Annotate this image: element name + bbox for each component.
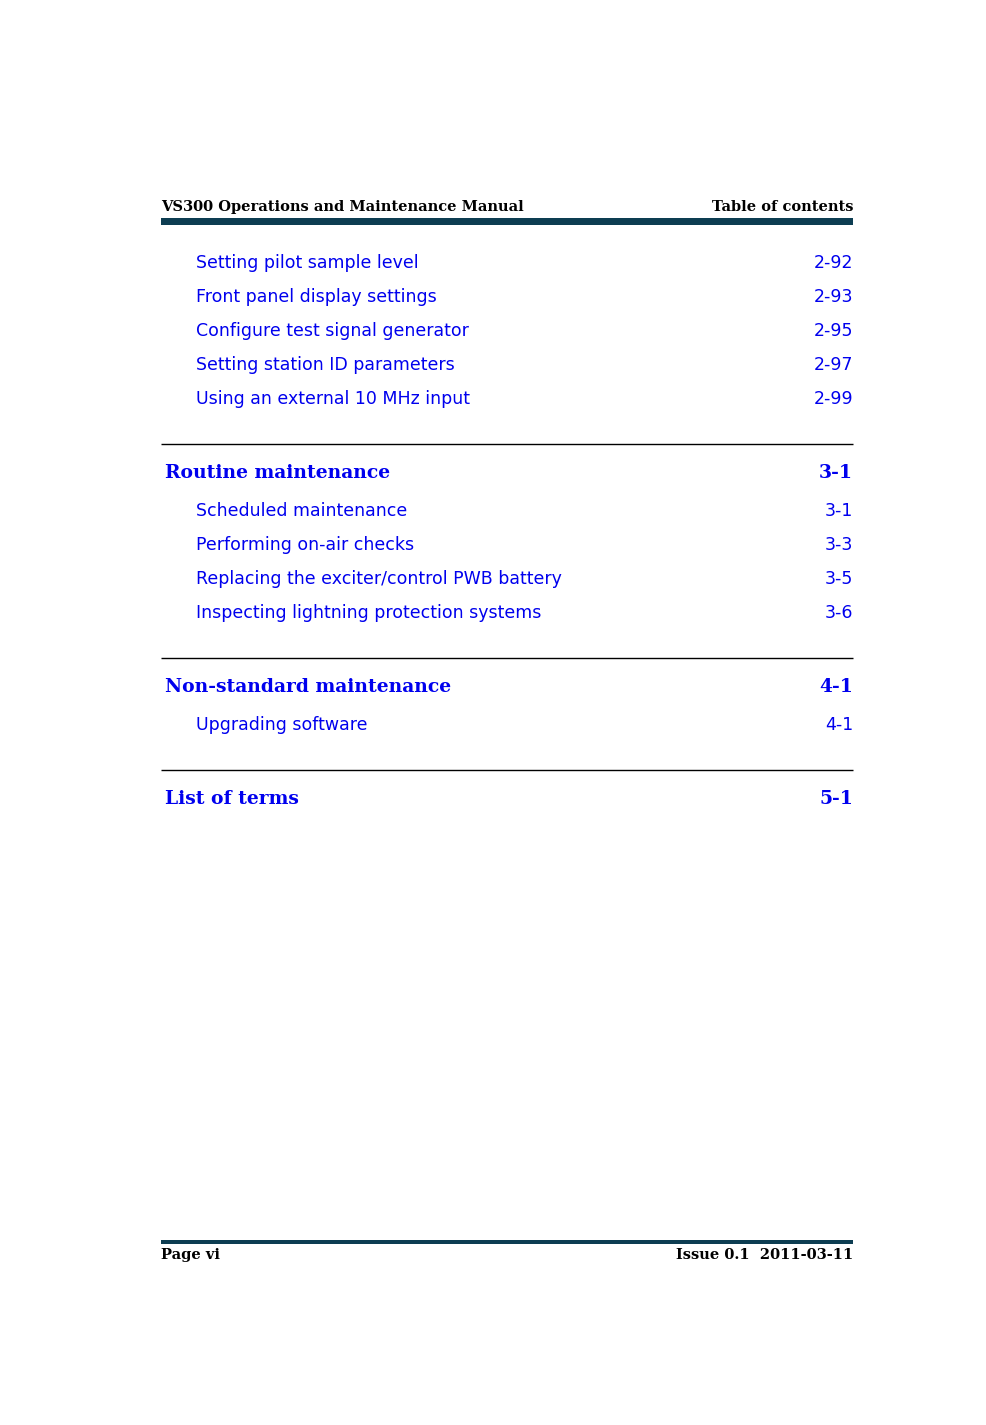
Text: 3-3: 3-3 bbox=[824, 536, 853, 554]
Text: Page vi: Page vi bbox=[162, 1248, 221, 1263]
Bar bbox=[162, 1240, 853, 1244]
Text: 3-6: 3-6 bbox=[824, 604, 853, 623]
Text: Replacing the exciter/control PWB battery: Replacing the exciter/control PWB batter… bbox=[196, 570, 562, 589]
Text: 2-95: 2-95 bbox=[813, 322, 853, 341]
Text: List of terms: List of terms bbox=[166, 789, 299, 808]
Text: 4-1: 4-1 bbox=[819, 678, 853, 695]
Text: Inspecting lightning protection systems: Inspecting lightning protection systems bbox=[196, 604, 541, 623]
Text: Issue 0.1  2011-03-11: Issue 0.1 2011-03-11 bbox=[675, 1248, 853, 1263]
Text: Setting station ID parameters: Setting station ID parameters bbox=[196, 356, 455, 375]
Text: Using an external 10 MHz input: Using an external 10 MHz input bbox=[196, 390, 470, 409]
Text: Table of contents: Table of contents bbox=[712, 200, 853, 214]
Text: Setting pilot sample level: Setting pilot sample level bbox=[196, 255, 418, 272]
Text: Upgrading software: Upgrading software bbox=[196, 717, 368, 734]
Text: Configure test signal generator: Configure test signal generator bbox=[196, 322, 468, 341]
Text: 3-5: 3-5 bbox=[824, 570, 853, 589]
Text: Scheduled maintenance: Scheduled maintenance bbox=[196, 503, 407, 520]
Text: Non-standard maintenance: Non-standard maintenance bbox=[166, 678, 452, 695]
Text: Performing on-air checks: Performing on-air checks bbox=[196, 536, 414, 554]
Text: 3-1: 3-1 bbox=[824, 503, 853, 520]
Text: Front panel display settings: Front panel display settings bbox=[196, 288, 437, 306]
Text: 2-92: 2-92 bbox=[813, 255, 853, 272]
Text: 2-99: 2-99 bbox=[813, 390, 853, 409]
Text: 2-93: 2-93 bbox=[813, 288, 853, 306]
Bar bbox=[162, 218, 853, 225]
Text: 5-1: 5-1 bbox=[819, 789, 853, 808]
Text: VS300 Operations and Maintenance Manual: VS300 Operations and Maintenance Manual bbox=[162, 200, 525, 214]
Text: 4-1: 4-1 bbox=[824, 717, 853, 734]
Text: 3-1: 3-1 bbox=[819, 465, 853, 482]
Text: Routine maintenance: Routine maintenance bbox=[166, 465, 390, 482]
Text: 2-97: 2-97 bbox=[813, 356, 853, 375]
